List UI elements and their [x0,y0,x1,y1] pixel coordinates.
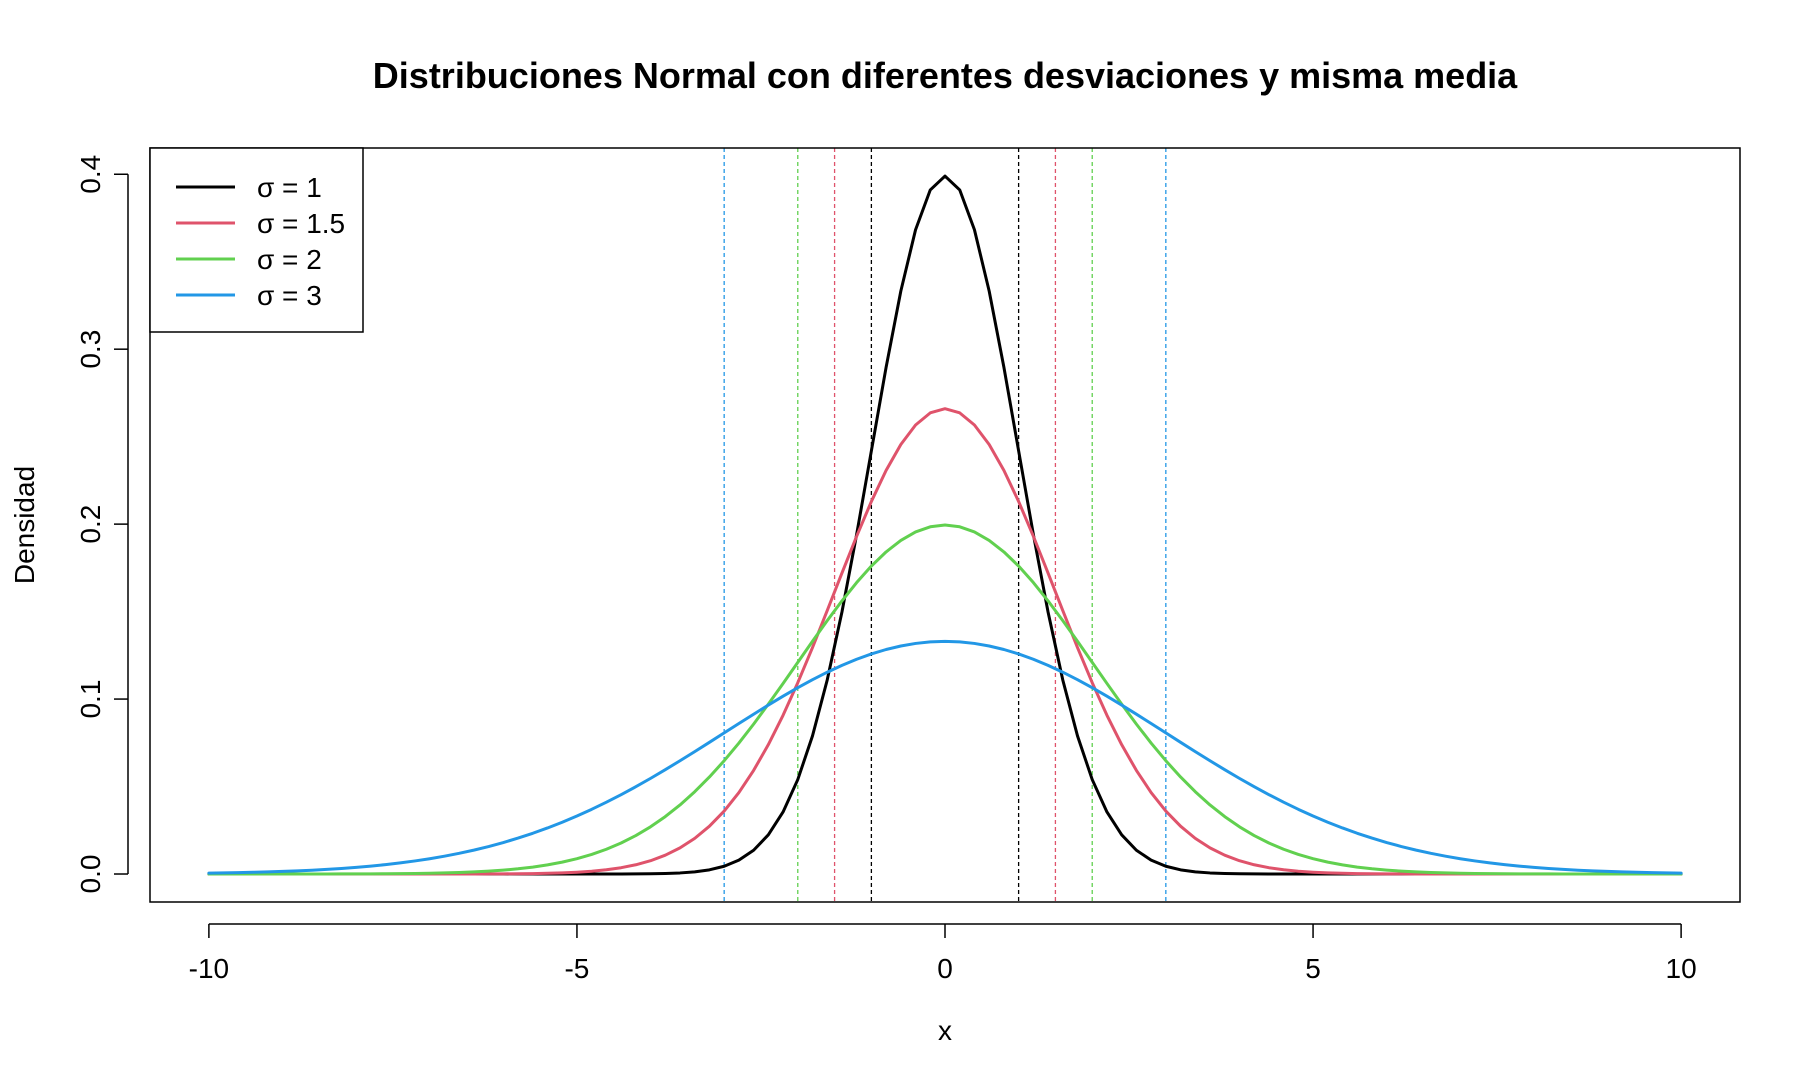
legend-label-series-3: σ = 2 [257,244,322,275]
curves-layer [207,174,1683,876]
y-tick-label: 0.3 [75,330,106,369]
plot-frame [149,147,1741,903]
density-curve-series-4 [207,639,1683,875]
x-tick-label: -10 [189,953,229,984]
legend-label-series-2: σ = 1.5 [257,208,345,239]
legend-label-series-1: σ = 1 [257,172,322,203]
x-axis-label: x [938,1015,952,1046]
legend-label-series-4: σ = 3 [257,280,322,311]
chart-title: Distribuciones Normal con diferentes des… [373,55,1518,96]
x-axis: -10 -5 0 5 10 [189,923,1697,984]
legend: σ = 1 σ = 1.5 σ = 2 σ = 3 [149,147,364,333]
y-axis-label: Densidad [9,466,40,584]
x-tick-label: -5 [564,953,589,984]
y-tick-label: 0.4 [75,155,106,194]
y-tick-label: 0.2 [75,505,106,544]
x-tick-label: 10 [1666,953,1697,984]
density-curve-series-3 [207,523,1683,876]
x-tick-label: 5 [1305,953,1321,984]
y-tick-label: 0.1 [75,680,106,719]
y-axis: 0.0 0.1 0.2 0.3 0.4 [75,155,129,894]
x-tick-label: 0 [937,953,953,984]
y-tick-label: 0.0 [75,855,106,894]
legend-box [149,147,364,333]
